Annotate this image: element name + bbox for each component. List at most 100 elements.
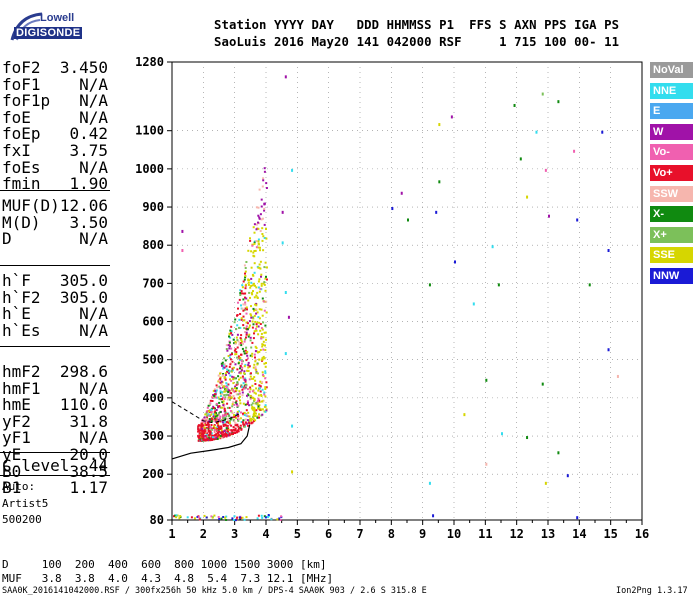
trace-point (266, 278, 268, 281)
trace-point (242, 412, 244, 415)
trace-point (206, 416, 208, 419)
echo-point (576, 218, 579, 222)
x-tick-label: 14 (572, 527, 586, 541)
trace-point (221, 406, 224, 409)
echo-point (501, 432, 503, 436)
trace-point (239, 313, 242, 315)
echo-point (438, 180, 441, 184)
param-value: 3.75 (69, 141, 108, 160)
trace-point (241, 284, 244, 287)
trace-point (259, 230, 262, 232)
trace-point (210, 424, 213, 426)
trace-point (246, 394, 248, 397)
trace-point (247, 366, 250, 369)
trace-point (263, 167, 266, 170)
trace-point (211, 411, 214, 414)
trace-point (247, 411, 250, 414)
trace-point (228, 394, 231, 397)
trace-point (264, 261, 267, 264)
trace-point (249, 336, 252, 339)
trace-point (225, 435, 228, 438)
trace-point (265, 409, 268, 412)
echo-point (485, 378, 488, 382)
trace-point (226, 384, 229, 387)
x-tick-label: 4 (262, 527, 269, 541)
trace-point (240, 360, 243, 363)
trace-point (238, 516, 241, 519)
trace-point (234, 385, 237, 388)
trace-point (241, 394, 244, 397)
param-name: foEs (2, 157, 41, 177)
trace-point (257, 246, 260, 249)
trace-point (225, 382, 228, 385)
trace-point (260, 273, 263, 276)
y-tick-label: 300 (142, 429, 164, 443)
trace-point (243, 423, 246, 426)
trace-point (242, 342, 244, 345)
trace-point (234, 415, 237, 418)
trace-point (260, 395, 263, 397)
trace-point (261, 388, 264, 391)
trace-point (226, 434, 229, 437)
echo-point (450, 115, 453, 119)
trace-point (261, 408, 264, 411)
trace-point (207, 404, 210, 407)
trace-point (225, 365, 228, 368)
trace-point (263, 357, 266, 360)
footer-file-info: SAA0K_2016141042000.RSF / 300fx256h 50 k… (2, 586, 427, 596)
trace-point (219, 387, 222, 390)
trace-point (228, 345, 231, 348)
trace-point (238, 358, 241, 361)
trace-point (260, 284, 263, 287)
trace-point (252, 417, 255, 420)
trace-point (262, 340, 265, 343)
trace-point (258, 321, 261, 324)
legend-item: X- (650, 206, 693, 223)
trace-point (251, 390, 254, 393)
trace-point (214, 420, 217, 423)
param-row: foE N/A (2, 108, 108, 127)
trace-point (255, 412, 257, 415)
trace-point (235, 393, 238, 396)
param-row: yE 20.0 (2, 445, 108, 464)
trace-point (263, 237, 266, 239)
trace-point (233, 413, 236, 416)
trace-point (247, 393, 250, 395)
trace-point (218, 434, 220, 437)
echo-point (519, 157, 522, 161)
trace-point (265, 187, 268, 189)
trace-point (227, 420, 230, 422)
trace-point (244, 276, 247, 279)
trace-point (257, 351, 259, 354)
trace-point (229, 363, 232, 366)
trace-point (252, 226, 255, 229)
trace-point (239, 376, 242, 379)
trace-point (225, 433, 228, 435)
trace-point (263, 266, 266, 269)
trace-point (243, 414, 246, 416)
trace-point (233, 420, 236, 423)
trace-point (254, 284, 256, 287)
trace-point (219, 398, 222, 401)
trace-point (265, 362, 267, 364)
trace-point (234, 387, 236, 390)
trace-point (221, 418, 224, 421)
trace-point (265, 237, 268, 240)
echo-point (291, 424, 294, 428)
trace-point (261, 314, 264, 317)
trace-point (228, 333, 231, 336)
trace-point (244, 272, 246, 275)
param-name: h`E (2, 304, 31, 324)
trace-point (239, 356, 242, 359)
trace-point (256, 363, 259, 366)
trace-point (239, 417, 242, 420)
trace-point (231, 388, 234, 391)
trace-point (257, 405, 260, 408)
y-tick-label: 700 (142, 276, 164, 290)
trace-point (259, 287, 262, 290)
trace-point (257, 206, 260, 209)
trace-point (227, 383, 230, 386)
trace-point (263, 331, 266, 334)
trace-point (215, 409, 218, 411)
x-tick-label: 8 (388, 527, 395, 541)
